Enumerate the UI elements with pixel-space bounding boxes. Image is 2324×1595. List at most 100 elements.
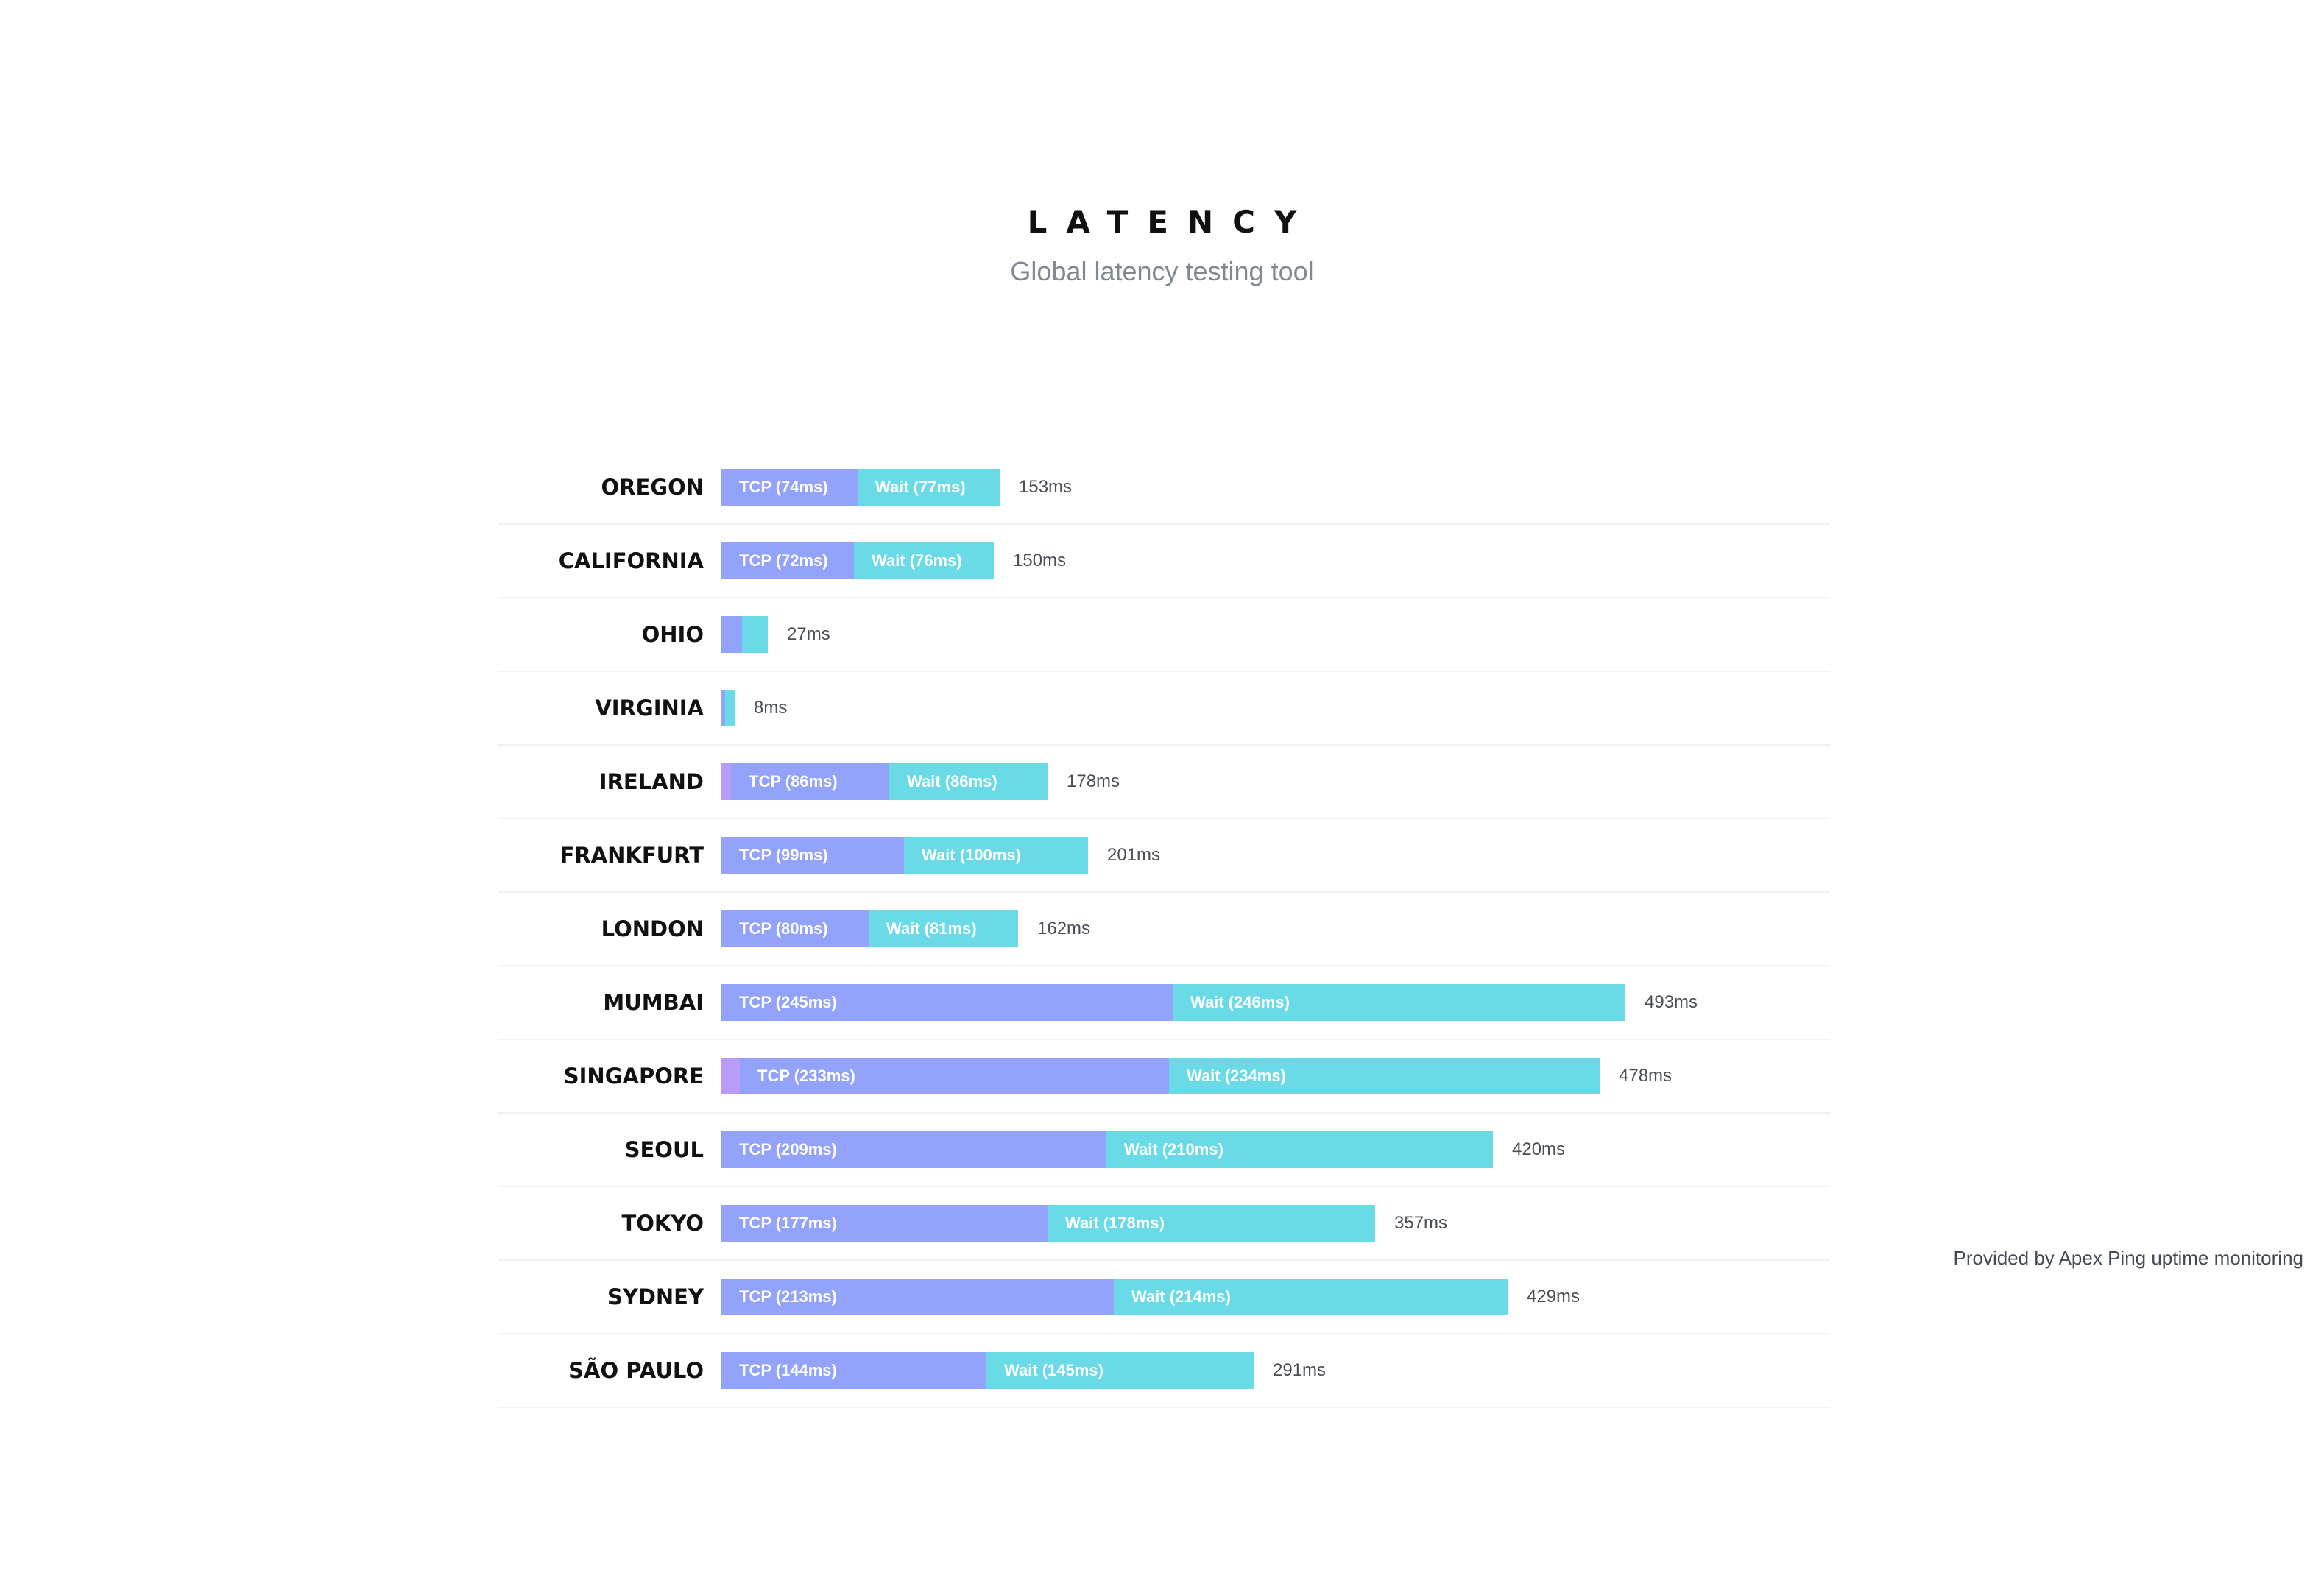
dns-segment: [721, 1058, 740, 1094]
tcp-segment-label: TCP (209ms): [739, 1140, 837, 1159]
tcp-segment: TCP (80ms): [721, 910, 869, 947]
latency-bar[interactable]: TCP (233ms) Wait (234ms): [721, 1058, 1600, 1094]
tcp-segment-label: TCP (99ms): [739, 846, 828, 864]
latency-bar[interactable]: TCP (74ms) Wait (77ms): [721, 469, 1000, 506]
wait-segment: Wait (77ms): [858, 469, 1000, 506]
tcp-segment-label: TCP (177ms): [739, 1214, 837, 1232]
total-latency-label: 429ms: [1527, 1287, 1580, 1306]
dns-segment: [721, 763, 731, 800]
total-latency-label: 420ms: [1512, 1139, 1566, 1159]
tcp-segment: TCP (213ms): [721, 1279, 1114, 1315]
tcp-segment: TCP (177ms): [721, 1205, 1048, 1242]
chart-row: OREGON TCP (74ms) Wait (77ms) 153ms: [498, 451, 1830, 525]
tcp-segment-label: TCP (80ms): [739, 919, 828, 938]
latency-bar[interactable]: [721, 690, 735, 726]
wait-segment: Wait (76ms): [854, 542, 994, 579]
region-label: VIRGINIA: [595, 696, 704, 721]
latency-bar[interactable]: TCP (86ms) Wait (86ms): [721, 763, 1048, 800]
wait-segment-label: Wait (210ms): [1124, 1140, 1223, 1159]
tcp-segment: TCP (99ms): [721, 837, 904, 874]
tcp-segment-label: TCP (74ms): [739, 478, 828, 496]
region-label: SÃO PAULO: [568, 1358, 704, 1383]
page-title: LATENCY: [1027, 204, 1316, 240]
wait-segment: Wait (81ms): [869, 910, 1018, 947]
tcp-segment-label: TCP (245ms): [739, 993, 837, 1011]
tcp-segment-label: TCP (144ms): [739, 1361, 837, 1379]
provider-note[interactable]: Provided by Apex Ping uptime monitoring: [1953, 1247, 2304, 1269]
tcp-segment-label: TCP (213ms): [739, 1287, 837, 1306]
wait-segment: Wait (246ms): [1173, 984, 1625, 1021]
tcp-segment-label: TCP (72ms): [739, 551, 828, 570]
chart-row: SINGAPORE TCP (233ms) Wait (234ms) 478ms: [498, 1040, 1830, 1114]
tcp-segment: TCP (209ms): [721, 1131, 1106, 1168]
latency-chart: OREGON TCP (74ms) Wait (77ms) 153ms CALIFORN…: [498, 451, 1830, 1408]
region-label: CALIFORNIA: [558, 548, 704, 573]
region-label: FRANKFURT: [559, 843, 704, 868]
page-header: LATENCY Global latency testing tool: [0, 200, 2324, 289]
total-latency-label: 493ms: [1645, 992, 1698, 1012]
wait-segment: Wait (210ms): [1106, 1131, 1493, 1168]
wait-segment-label: Wait (246ms): [1190, 993, 1290, 1011]
latency-bar[interactable]: TCP (80ms) Wait (81ms): [721, 910, 1018, 947]
wait-segment-label: Wait (76ms): [872, 551, 962, 570]
region-label: LONDON: [601, 916, 704, 941]
tcp-segment: TCP (74ms): [721, 469, 858, 506]
wait-segment-label: Wait (214ms): [1131, 1287, 1231, 1306]
chart-row: TOKYO TCP (177ms) Wait (178ms) 357ms: [498, 1187, 1830, 1261]
chart-row: MUMBAI TCP (245ms) Wait (246ms) 493ms: [498, 966, 1830, 1040]
region-label: SEOUL: [624, 1137, 704, 1162]
total-latency-label: 478ms: [1619, 1066, 1673, 1086]
wait-segment: Wait (178ms): [1048, 1205, 1375, 1242]
total-latency-label: 162ms: [1037, 919, 1091, 938]
total-latency-label: 150ms: [1013, 551, 1067, 570]
wait-segment: Wait (214ms): [1114, 1279, 1508, 1315]
wait-segment: [725, 690, 735, 726]
region-label: OHIO: [641, 622, 704, 647]
wait-segment: Wait (100ms): [904, 837, 1088, 874]
chart-row: SYDNEY TCP (213ms) Wait (214ms) 429ms: [498, 1261, 1830, 1334]
chart-row: IRELAND TCP (86ms) Wait (86ms) 178ms: [498, 746, 1830, 819]
latency-bar[interactable]: TCP (245ms) Wait (246ms): [721, 984, 1625, 1021]
latency-bar[interactable]: [721, 616, 768, 653]
wait-segment: Wait (145ms): [986, 1352, 1254, 1389]
chart-row: OHIO 27ms: [498, 598, 1830, 672]
wait-segment-label: Wait (145ms): [1004, 1361, 1103, 1379]
region-label: IRELAND: [598, 769, 704, 794]
total-latency-label: 8ms: [754, 698, 788, 718]
tcp-segment: TCP (144ms): [721, 1352, 986, 1389]
wait-segment: [742, 616, 768, 653]
latency-bar[interactable]: TCP (213ms) Wait (214ms): [721, 1279, 1508, 1315]
region-label: MUMBAI: [603, 990, 704, 1015]
latency-bar[interactable]: TCP (177ms) Wait (178ms): [721, 1205, 1375, 1242]
chart-row: LONDON TCP (80ms) Wait (81ms) 162ms: [498, 893, 1830, 966]
wait-segment-label: Wait (234ms): [1187, 1067, 1286, 1085]
latency-bar[interactable]: TCP (72ms) Wait (76ms): [721, 542, 994, 579]
latency-bar[interactable]: TCP (209ms) Wait (210ms): [721, 1131, 1493, 1168]
region-label: OREGON: [601, 475, 704, 500]
chart-row: SÃO PAULO TCP (144ms) Wait (145ms) 291ms: [498, 1334, 1830, 1408]
tcp-segment-label: TCP (86ms): [749, 772, 838, 791]
chart-row: CALIFORNIA TCP (72ms) Wait (76ms) 150ms: [498, 525, 1830, 598]
total-latency-label: 153ms: [1019, 477, 1073, 497]
tcp-segment: TCP (233ms): [740, 1058, 1169, 1094]
region-label: SINGAPORE: [563, 1064, 704, 1089]
region-label: SYDNEY: [607, 1284, 704, 1309]
chart-row: SEOUL TCP (209ms) Wait (210ms) 420ms: [498, 1114, 1830, 1187]
tcp-segment: TCP (245ms): [721, 984, 1173, 1021]
latency-bar[interactable]: TCP (144ms) Wait (145ms): [721, 1352, 1254, 1389]
total-latency-label: 201ms: [1107, 845, 1161, 865]
tcp-segment-label: TCP (233ms): [757, 1067, 855, 1085]
wait-segment-label: Wait (77ms): [875, 478, 966, 496]
chart-row: VIRGINIA 8ms: [498, 672, 1830, 746]
tcp-segment: TCP (86ms): [731, 763, 889, 800]
tcp-segment: TCP (72ms): [721, 542, 854, 579]
page-subtitle: Global latency testing tool: [1010, 256, 1314, 286]
total-latency-label: 27ms: [787, 624, 830, 644]
wait-segment-label: Wait (178ms): [1065, 1214, 1165, 1232]
region-label: TOKYO: [621, 1211, 704, 1236]
latency-bar[interactable]: TCP (99ms) Wait (100ms): [721, 837, 1088, 874]
chart-row: FRANKFURT TCP (99ms) Wait (100ms) 201ms: [498, 819, 1830, 893]
wait-segment-label: Wait (86ms): [907, 772, 997, 791]
wait-segment-label: Wait (100ms): [922, 846, 1021, 864]
total-latency-label: 357ms: [1394, 1213, 1448, 1233]
